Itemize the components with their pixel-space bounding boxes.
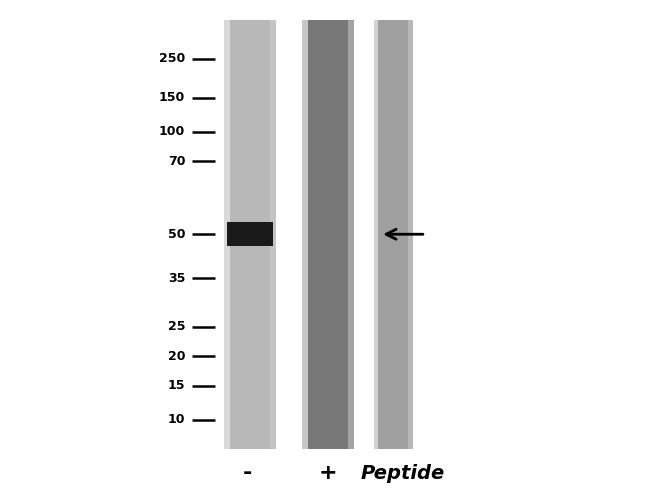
Text: 50: 50 [168, 228, 185, 241]
Text: 250: 250 [159, 52, 185, 65]
Bar [224, 20, 276, 449]
Text: 150: 150 [159, 91, 185, 104]
Bar [348, 20, 354, 449]
Bar [302, 20, 354, 449]
Text: 10: 10 [168, 413, 185, 426]
Text: 15: 15 [168, 379, 185, 392]
Bar [270, 20, 276, 449]
Text: -: - [242, 464, 252, 483]
Bar [374, 20, 378, 449]
Bar [224, 20, 231, 449]
Bar [408, 20, 413, 449]
Bar [227, 222, 273, 246]
Text: 20: 20 [168, 350, 185, 363]
Text: 70: 70 [168, 155, 185, 167]
Text: +: + [319, 464, 337, 483]
Text: 25: 25 [168, 321, 185, 333]
Text: 100: 100 [159, 125, 185, 138]
Bar [302, 20, 309, 449]
Text: 35: 35 [168, 272, 185, 285]
Bar [374, 20, 413, 449]
Text: Peptide: Peptide [361, 464, 445, 483]
